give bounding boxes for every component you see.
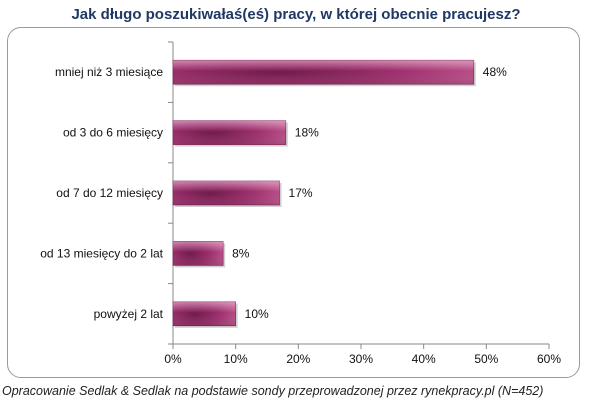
x-tick-label: 60%	[537, 352, 561, 366]
bar-highlight	[173, 301, 236, 326]
x-tick-label: 50%	[474, 352, 498, 366]
chart-axes: 0% 10% 20% 30% 40% 50% 60%	[164, 41, 561, 366]
x-tick-label: 30%	[349, 352, 373, 366]
data-label: 18%	[295, 126, 319, 140]
category-label: od 3 do 6 miesięcy	[63, 126, 163, 140]
chart-labels: mniej niż 3 miesiące 48% od 3 do 6 miesięc…	[40, 65, 507, 321]
source-caption: Opracowanie Sedlak & Sedlak na podstawie…	[2, 384, 544, 398]
x-tick-label: 0%	[164, 352, 182, 366]
x-tick-label: 10%	[224, 352, 248, 366]
category-label: od 7 do 12 miesięcy	[56, 186, 163, 200]
category-label: mniej niż 3 miesiące	[55, 65, 163, 79]
category-label: powyżej 2 lat	[94, 307, 164, 321]
chart-bars	[172, 59, 476, 328]
data-label: 8%	[232, 246, 250, 260]
category-label: od 13 miesięcy do 2 lat	[40, 246, 163, 260]
data-label: 17%	[289, 186, 313, 200]
data-label: 48%	[483, 65, 507, 79]
chart-title: Jak długo poszukiwałaś(eś) pracy, w któr…	[71, 6, 521, 23]
bar-highlight	[173, 241, 224, 266]
chart-frame	[7, 27, 580, 378]
bar-highlight	[173, 120, 286, 145]
data-label: 10%	[245, 307, 269, 321]
bar-highlight	[173, 181, 280, 205]
x-tick-label: 20%	[286, 352, 310, 366]
x-tick-label: 40%	[412, 352, 436, 366]
bar-highlight	[173, 60, 474, 85]
